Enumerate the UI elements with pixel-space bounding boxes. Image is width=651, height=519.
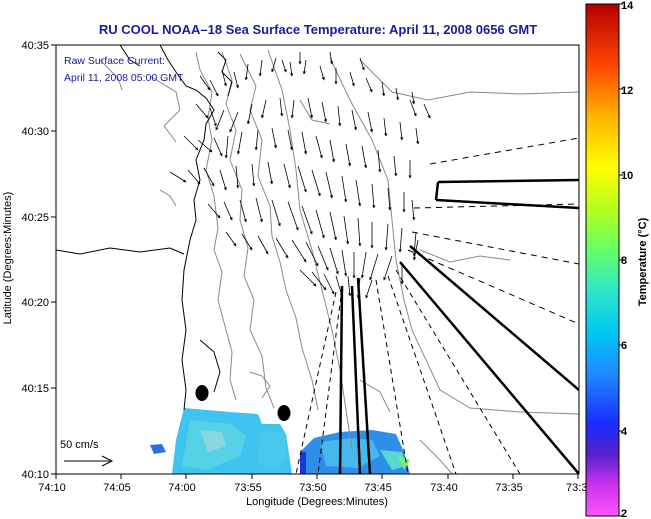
x-tick-label: 73:45 xyxy=(364,482,392,494)
x-axis-label: Longitude (Degrees:Minutes) xyxy=(246,496,388,508)
colorbar-label: Temperature (°C) xyxy=(637,217,649,306)
colorbar-tick-label: 2 xyxy=(621,508,627,519)
x-axis: 74:10 74:05 74:00 73:55 73:50 73:45 73:4… xyxy=(38,474,587,508)
x-tick-label: 73:55 xyxy=(234,482,262,494)
colorbar: 14 12 10 8 6 4 2 Temperature (°C) xyxy=(585,0,649,519)
map-plot-area: Raw Surface Current: April 11, 2008 05:0… xyxy=(56,45,579,474)
y-axis-label: Latitude (Degrees:Minutes) xyxy=(2,192,14,325)
y-tick-label: 40:25 xyxy=(21,212,49,224)
x-tick-label: 74:00 xyxy=(168,482,196,494)
scale-arrow: 50 cm/s xyxy=(60,439,114,467)
x-tick-label: 73:40 xyxy=(430,482,458,494)
x-tick-label: 73:3 xyxy=(566,482,587,494)
radar-station-marker xyxy=(195,385,209,401)
y-tick-label: 40:20 xyxy=(21,297,49,309)
x-tick-label: 74:05 xyxy=(103,482,131,494)
map-title: RU COOL NOAA–18 Sea Surface Temperature:… xyxy=(99,22,537,37)
coastline xyxy=(56,45,233,411)
radar-station-marker xyxy=(277,405,291,421)
inset-label-line2: April 11, 2008 05:00 GMT xyxy=(64,72,184,84)
colorbar-tick-label: 8 xyxy=(621,255,627,267)
colorbar-gradient xyxy=(585,3,620,517)
colorbar-tick-label: 6 xyxy=(621,340,627,352)
radar-beams xyxy=(295,137,579,474)
x-tick-label: 73:50 xyxy=(299,482,327,494)
inset-label-line1: Raw Surface Current: xyxy=(64,55,165,67)
colorbar-tick-label: 12 xyxy=(621,85,633,97)
x-tick-label: 74:10 xyxy=(38,482,66,494)
y-tick-label: 40:30 xyxy=(21,126,49,138)
y-tick-label: 40:35 xyxy=(21,40,49,52)
y-tick-label: 40:10 xyxy=(21,469,49,481)
current-vectors xyxy=(169,51,431,299)
sst-patch-west xyxy=(150,408,292,474)
sst-patch-east xyxy=(300,430,410,474)
colorbar-tick-label: 14 xyxy=(621,0,634,12)
y-axis: 40:35 40:30 40:25 40:20 40:15 40:10 Lati… xyxy=(2,40,56,481)
bathymetry-contours xyxy=(99,49,579,474)
scale-arrow-label: 50 cm/s xyxy=(60,439,99,451)
colorbar-tick-label: 10 xyxy=(621,170,633,182)
y-tick-label: 40:15 xyxy=(21,383,49,395)
x-tick-label: 73:35 xyxy=(495,482,523,494)
colorbar-tick-label: 4 xyxy=(621,426,628,438)
